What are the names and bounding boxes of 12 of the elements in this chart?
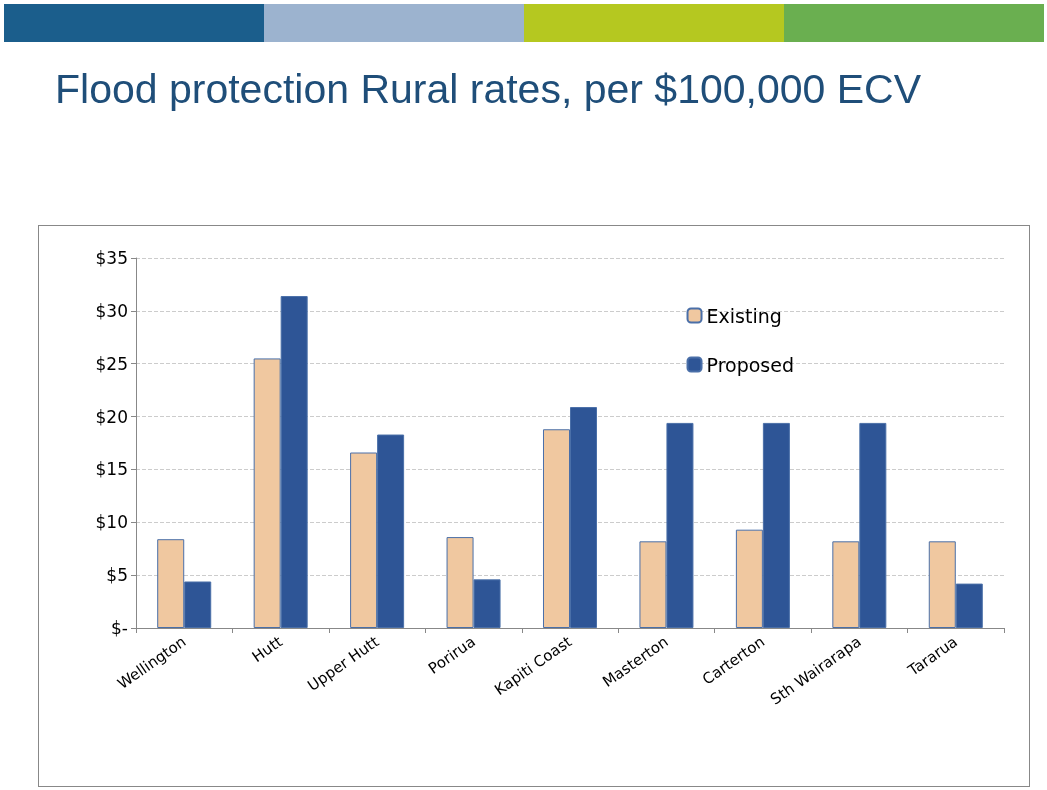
legend-label: Proposed bbox=[706, 353, 795, 376]
legend-label: Existing bbox=[706, 304, 782, 327]
y-tick-label: $- bbox=[111, 618, 128, 638]
x-tick-label: Hutt bbox=[248, 632, 286, 667]
y-tick-label: $25 bbox=[95, 353, 128, 374]
y-tick-label: $20 bbox=[95, 406, 128, 427]
y-tick-label: $30 bbox=[95, 300, 128, 321]
y-tick-label: $35 bbox=[95, 248, 128, 268]
y-tick-label: $10 bbox=[95, 512, 128, 533]
y-tick-label: $5 bbox=[106, 565, 128, 586]
chart-title: Flood protection Rural rates, per $100,000 ECV bbox=[55, 65, 923, 114]
y-tick-label: $15 bbox=[95, 459, 128, 480]
